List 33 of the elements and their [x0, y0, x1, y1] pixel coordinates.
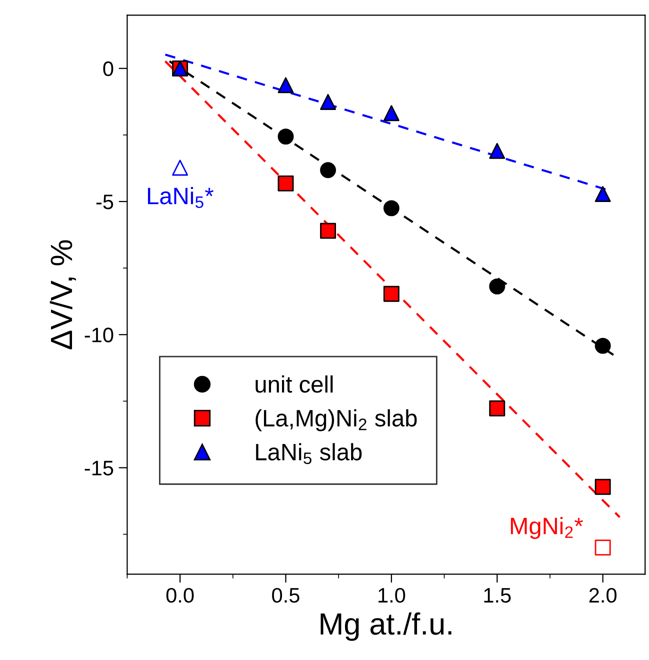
legend-label: unit cell — [256, 375, 333, 393]
y-tick-label: -5 — [96, 194, 114, 210]
x-tick-label: 1.5 — [484, 588, 511, 603]
point — [383, 286, 400, 302]
point — [320, 222, 336, 239]
point — [594, 338, 611, 354]
annotation: LaNi$_{5}$* — [148, 187, 214, 208]
x-tick-label: 0.5 — [272, 588, 300, 603]
point — [489, 278, 506, 294]
point — [594, 186, 611, 202]
point — [489, 142, 506, 159]
point — [278, 128, 294, 145]
point — [320, 162, 336, 178]
y-tick-label: -15 — [84, 460, 114, 476]
y-tick-label: -10 — [84, 328, 114, 342]
x-tick-label: 1.0 — [378, 588, 406, 603]
annotation: MgNi$_{2}$* — [510, 517, 583, 540]
point — [383, 105, 400, 122]
point — [594, 478, 611, 495]
y-tick-label: 0 — [103, 61, 114, 76]
x-axis-title: Mg at./f.u. — [320, 612, 452, 641]
x-tick-label: 0.0 — [166, 588, 194, 603]
point — [489, 400, 506, 416]
point — [594, 540, 611, 556]
legend-label: (La,Mg)Ni$_{2}$ slab — [256, 409, 417, 432]
legend-label: LaNi$_{5}$ slab — [256, 443, 362, 464]
point — [278, 175, 294, 192]
point — [320, 94, 336, 110]
y-axis-title: ΔV/V, % — [50, 240, 76, 350]
point — [278, 77, 294, 94]
point — [172, 160, 188, 176]
x-tick-label: 2.0 — [589, 588, 616, 603]
point — [383, 200, 400, 216]
